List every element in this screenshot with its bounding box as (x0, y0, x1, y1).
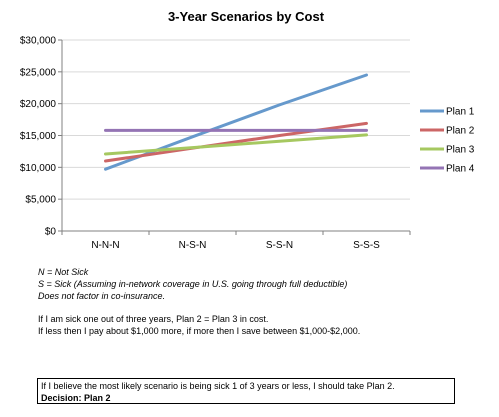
x-axis-tick-labels: N-N-N N-S-N S-S-N S-S-S (91, 240, 380, 251)
note-sick: S = Sick (Assuming in-network coverage i… (38, 279, 348, 289)
decision-box: If I believe the most likely scenario is… (37, 378, 455, 404)
decision-result: Decision: Plan 2 (41, 393, 111, 403)
y-axis-tick-labels: $0 $5,000 $10,000 $15,000 $20,000 $25,000 $30,… (20, 36, 57, 238)
chart-title: 3-Year Scenarios by Cost (168, 9, 325, 24)
y-tick-label: $5,000 (25, 195, 56, 206)
x-tick-label: N-S-N (179, 240, 207, 251)
x-tick-label: N-N-N (91, 240, 119, 251)
note-coinsurance: Does not factor in co-insurance. (38, 291, 166, 301)
chart-notes: N = Not Sick S = Sick (Assuming in-netwo… (38, 266, 360, 337)
series-lines (104, 73, 368, 171)
series-line-plan-1 (104, 73, 368, 171)
line-chart: 3-Year Scenarios by Cost $0 $5,000 $10,000… (20, 9, 475, 251)
note-not-sick: N = Not Sick (38, 267, 89, 277)
y-tick-label: $20,000 (20, 99, 57, 110)
legend-label: Plan 3 (446, 145, 475, 156)
legend-label: Plan 2 (446, 126, 475, 137)
series-line-plan-3 (104, 133, 368, 156)
decision-rationale: If I believe the most likely scenario is… (41, 381, 395, 391)
legend: Plan 1 Plan 2 Plan 3 Plan 4 (420, 107, 475, 175)
y-tick-label: $25,000 (20, 67, 57, 78)
x-tick-label: S-S-N (266, 240, 293, 251)
y-tick-label: $30,000 (20, 36, 57, 47)
y-tick-label: $10,000 (20, 163, 57, 174)
note-savings: If less then I pay about $1,000 more, if… (38, 326, 361, 336)
legend-label: Plan 1 (446, 107, 475, 118)
x-tick-label: S-S-S (353, 240, 380, 251)
y-tick-label: $15,000 (20, 131, 57, 142)
legend-label: Plan 4 (446, 164, 475, 175)
y-tick-label: $0 (45, 227, 57, 238)
grid-lines (58, 39, 411, 235)
note-equal-cost: If I am sick one out of three years, Pla… (38, 314, 269, 324)
